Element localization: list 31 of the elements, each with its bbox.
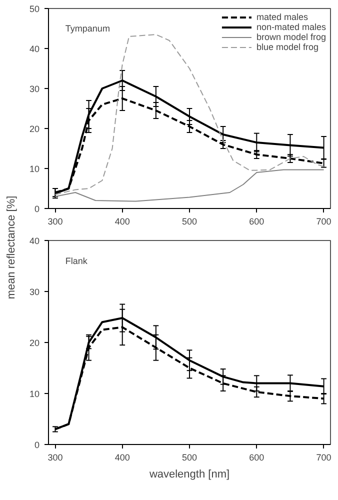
y-tick-label: 10 — [29, 389, 40, 399]
y-tick-label: 30 — [29, 287, 40, 297]
x-tick-label: 500 — [182, 216, 198, 226]
y-tick-label: 50 — [29, 4, 40, 14]
y-axis-title: mean reflectance [%] — [5, 196, 18, 300]
x-tick-label: 500 — [182, 452, 198, 462]
y-tick-label: 20 — [29, 124, 40, 134]
y-tick-label: 20 — [29, 338, 40, 348]
text: Tympanum — [65, 24, 110, 34]
y-tick-label: 10 — [29, 164, 40, 174]
legend-label: mated males — [256, 12, 308, 22]
x-axis-title: wavelength [nm] — [148, 468, 230, 480]
x-tick-label: 300 — [48, 452, 63, 462]
x-tick-label: 700 — [316, 452, 332, 462]
line-series — [54, 34, 324, 195]
x-tick-label: 400 — [114, 216, 130, 226]
x-tick-label: 600 — [249, 452, 264, 462]
x-tick-label: 300 — [48, 216, 63, 226]
x-tick-label: 400 — [114, 452, 130, 462]
y-tick-label: 30 — [29, 84, 40, 94]
legend-label: non-mated males — [256, 22, 326, 32]
y-tick-label: 40 — [29, 236, 40, 246]
text: Flank — [65, 256, 88, 266]
x-tick-label: 700 — [316, 216, 332, 226]
y-tick-label: 40 — [29, 44, 40, 54]
line-series — [54, 169, 324, 202]
y-tick-label: 0 — [34, 204, 40, 214]
legend-label: brown model frog — [256, 32, 326, 42]
legend-label: blue model frog — [256, 42, 318, 52]
y-tick-label: 0 — [34, 440, 40, 450]
x-tick-label: 600 — [249, 216, 264, 226]
